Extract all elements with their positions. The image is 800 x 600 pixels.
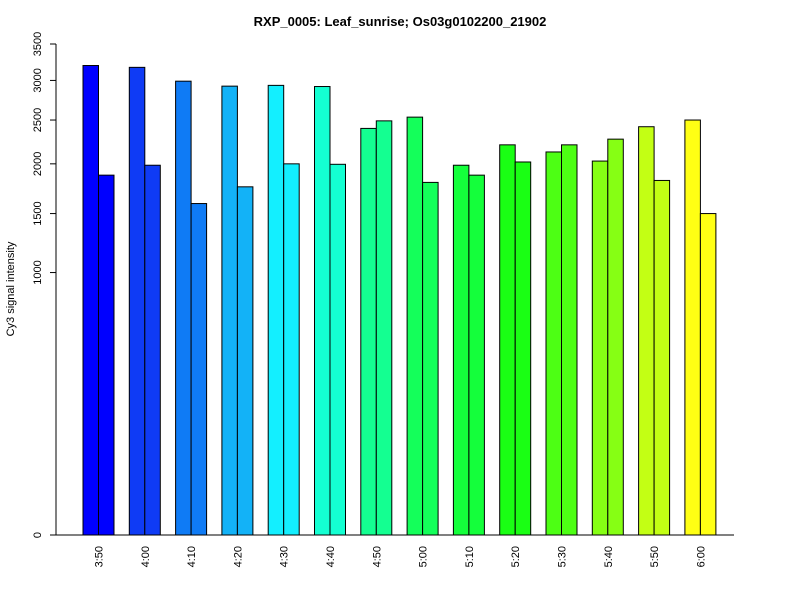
x-tick-label: 5:50 [649,546,661,567]
bar-430-1 [267,84,285,536]
x-tick-label: 4:10 [186,546,198,567]
bar-520-1 [499,144,516,536]
x-tick-label: 4:20 [232,546,244,567]
bar-450-1 [360,127,377,536]
y-axis-label: Cy3 signal intensity [5,241,17,336]
y-axis-ticks: 0 1000 1500 2000 2500 3000 3500 [32,32,56,538]
x-axis-tick-labels: 3:50 4:00 4:10 4:20 4:30 4:40 4:50 5:00 5:10 5:20… [94,546,708,567]
bar-520-2 [514,161,532,536]
y-tick-label: 3000 [32,68,44,92]
bar-420-1 [221,85,238,536]
bar-540-2 [607,138,624,536]
bar-430-2 [283,163,300,536]
bar-440-2 [329,163,346,536]
bar-410-2 [190,203,208,536]
x-tick-label: 4:00 [140,546,152,567]
bars-group [82,65,717,536]
bar-540-1 [591,160,609,536]
x-tick-label: 4:50 [371,546,383,567]
y-tick-label: 0 [32,532,44,538]
bar-440-1 [314,86,331,536]
y-tick-label: 1500 [32,201,44,225]
x-tick-label: 6:00 [695,546,707,567]
bar-550-2 [653,179,671,536]
bar-510-2 [468,174,485,536]
bar-510-1 [452,164,470,536]
bar-400-1 [128,66,146,536]
y-tick-label: 1000 [32,260,44,284]
y-tick-label: 3500 [32,32,44,56]
bar-350-2 [98,174,115,536]
bar-500-2 [422,181,439,536]
bar-420-2 [236,186,254,536]
bar-410-1 [175,80,192,536]
chart-title: RXP_0005: Leaf_sunrise; Os03g0102200_219… [254,14,547,29]
bar-600-1 [684,119,701,536]
x-tick-label: 3:50 [94,546,106,567]
y-tick-label: 2500 [32,108,44,132]
bar-500-1 [406,116,424,536]
x-tick-label: 5:10 [464,546,476,567]
x-tick-label: 5:30 [557,546,569,567]
x-tick-label: 5:40 [603,546,615,567]
y-tick-label: 2000 [32,152,44,176]
bar-450-2 [375,120,393,536]
bar-530-1 [545,151,562,536]
x-tick-label: 4:40 [325,546,337,567]
bar-600-2 [699,213,717,536]
bar-530-2 [561,144,578,536]
x-tick-label: 5:00 [418,546,430,567]
bar-350-1 [82,65,99,536]
x-tick-label: 5:20 [510,546,522,567]
bar-400-2 [144,164,161,536]
bar-550-1 [638,126,655,536]
x-tick-label: 4:30 [279,546,291,567]
